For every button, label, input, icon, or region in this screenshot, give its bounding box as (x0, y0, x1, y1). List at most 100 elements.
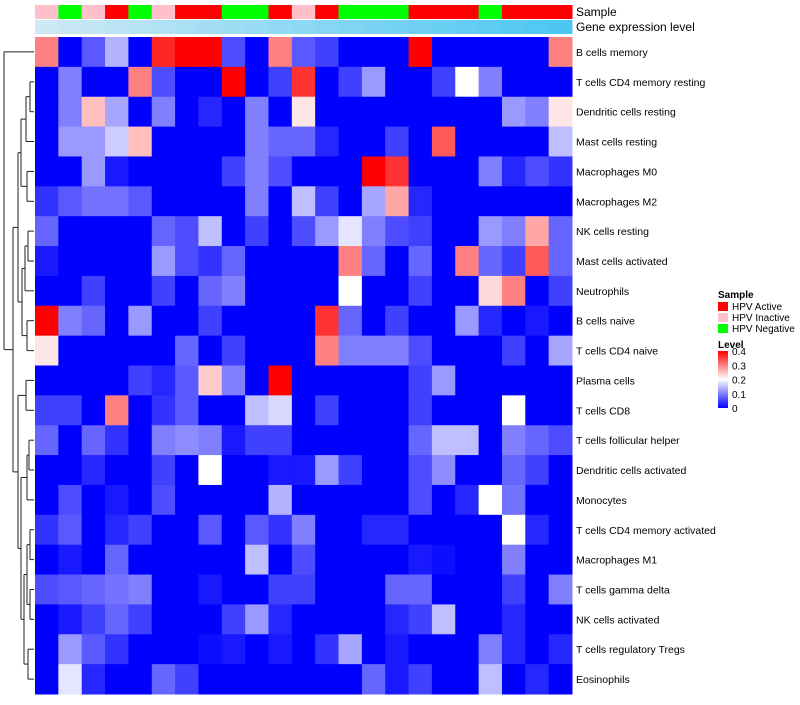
heatmap-cell (175, 335, 199, 366)
heatmap-cell (338, 37, 363, 68)
heatmap-cell (58, 66, 83, 98)
heatmap-cell (408, 216, 433, 247)
heatmap-cell (175, 246, 199, 277)
heatmap-cell (175, 455, 199, 486)
heatmap-cell (198, 335, 223, 366)
heatmap-cell (478, 246, 503, 277)
heatmap-cell (221, 216, 246, 247)
heatmap-cell (221, 395, 246, 426)
heatmap-cell (198, 395, 223, 426)
heatmap-cell (315, 514, 340, 546)
heatmap-cell (431, 574, 456, 605)
heatmap-cell (385, 514, 410, 546)
heatmap-cell (105, 574, 129, 605)
heatmap-cell (431, 37, 456, 68)
heatmap-cell (431, 66, 456, 98)
heatmap-cell (128, 186, 153, 217)
heatmap-cell (408, 246, 433, 277)
heatmap-cell (221, 246, 246, 277)
heatmap-cell (151, 664, 176, 695)
row-label: Neutrophils (576, 286, 629, 298)
heatmap-cell (478, 544, 503, 576)
sample-annotation-track (35, 5, 573, 19)
heatmap-cell (291, 455, 316, 486)
heatmap-cell (385, 216, 410, 247)
sample-annotation-cell (501, 5, 526, 19)
heatmap-cell (128, 455, 153, 486)
heatmap-cell (58, 544, 83, 576)
row-label: NK cells activated (576, 614, 660, 626)
heatmap-cell (128, 544, 153, 576)
heatmap-cell (268, 156, 293, 187)
heatmap-cell (105, 455, 129, 486)
expression-annotation-cell (455, 20, 480, 34)
level-tick-label: 0 (732, 404, 738, 415)
heatmap-cell (455, 455, 480, 486)
heatmap-cell (245, 634, 269, 665)
sample-track-title: Sample (576, 5, 617, 19)
heatmap-cell (525, 395, 550, 426)
heatmap-cell (105, 664, 129, 695)
heatmap-cell (361, 216, 386, 247)
sample-annotation-cell (105, 5, 129, 19)
heatmap-cell (455, 365, 480, 396)
heatmap-cell (81, 275, 106, 307)
heatmap-cell (268, 66, 293, 98)
heatmap-cell (385, 544, 410, 576)
heatmap-cell (408, 156, 433, 187)
heatmap-cell (548, 156, 573, 187)
heatmap-cell (81, 305, 106, 337)
heatmap-cell (291, 305, 316, 337)
heatmap-cell (175, 664, 199, 695)
heatmap-cell (221, 455, 246, 486)
heatmap-cell (548, 186, 573, 217)
heatmap-cell (128, 126, 153, 157)
heatmap-cell (268, 604, 293, 635)
heatmap-cell (221, 305, 246, 337)
heatmap-cell (105, 514, 129, 546)
heatmap-cell (151, 246, 176, 277)
heatmap-cell (548, 544, 573, 576)
heatmap-cell (81, 574, 106, 605)
expression-annotation-cell (385, 20, 410, 34)
heatmap-cell (268, 37, 293, 68)
heatmap-cell (58, 455, 83, 486)
row-label: T cells CD4 memory activated (576, 525, 716, 537)
heatmap-cell (175, 275, 199, 307)
legend-swatch-hpv-negative (718, 324, 728, 333)
heatmap-cell (408, 186, 433, 217)
heatmap-cell (245, 484, 269, 516)
heatmap-cell (105, 156, 129, 187)
heatmap-cell (361, 395, 386, 426)
heatmap-cell (175, 514, 199, 546)
heatmap-cell (408, 484, 433, 516)
expression-annotation-cell (35, 20, 59, 34)
heatmap-cell (525, 604, 550, 635)
expression-annotation-cell (128, 20, 153, 34)
heatmap-cell (478, 395, 503, 426)
heatmap-cell (268, 664, 293, 695)
sample-annotation-cell (128, 5, 153, 19)
heatmap-cell (151, 305, 176, 337)
heatmap-cell (548, 425, 573, 456)
heatmap-cell (501, 96, 526, 128)
heatmap-cell (151, 335, 176, 366)
heatmap-cell (151, 455, 176, 486)
heatmap-cell (58, 96, 83, 128)
heatmap-cell (525, 216, 550, 247)
heatmap-cell (175, 365, 199, 396)
heatmap-cell (151, 186, 176, 217)
heatmap-cell (81, 604, 106, 635)
heatmap-cell (35, 395, 59, 426)
heatmap-cell (105, 96, 129, 128)
heatmap-cell (431, 664, 456, 695)
heatmap-cell (525, 425, 550, 456)
heatmap-cell (478, 216, 503, 247)
heatmap-cell (198, 425, 223, 456)
heatmap-cell (268, 425, 293, 456)
heatmap-cell (151, 395, 176, 426)
heatmap-cell (105, 305, 129, 337)
heatmap-cell (501, 574, 526, 605)
row-label: T cells follicular helper (576, 435, 680, 447)
